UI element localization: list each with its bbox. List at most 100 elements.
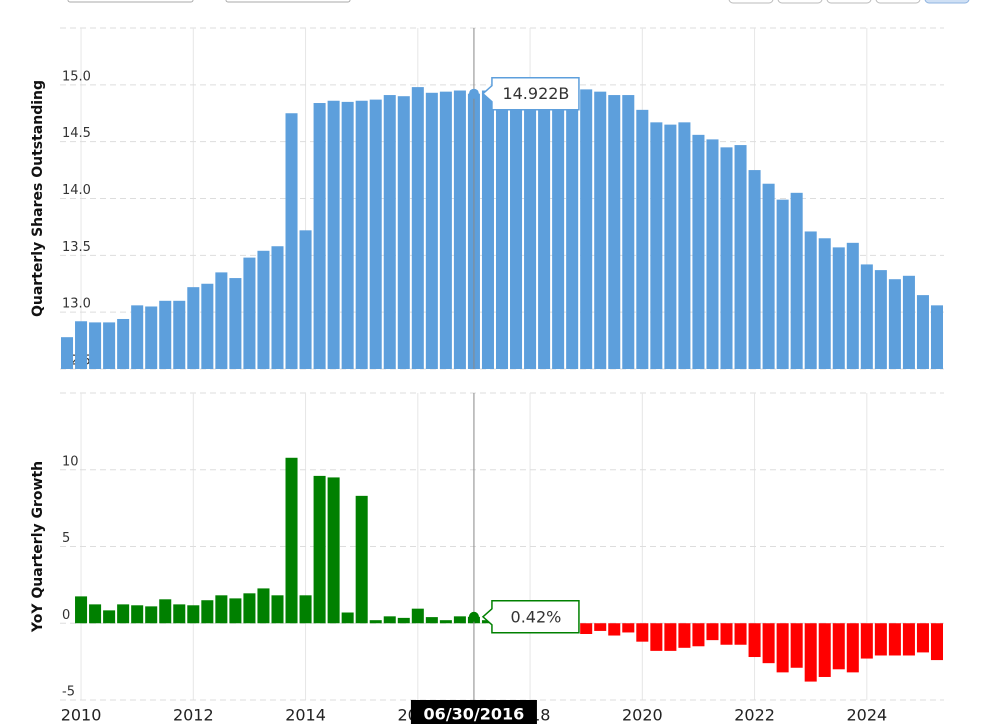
bar [846,623,859,673]
bar [257,588,270,624]
bar [425,617,438,624]
x-tick-label: 2024 [846,706,887,724]
bar [243,257,256,369]
bar [804,623,817,682]
bar [552,89,565,369]
bar [89,322,102,369]
bar [916,623,929,653]
button[interactable] [826,0,872,4]
bar [762,183,775,369]
bar [664,623,677,651]
button[interactable] [875,0,921,4]
bar [930,623,943,661]
bar [594,623,607,631]
tooltip: 14.922B [481,76,580,111]
bar [495,90,509,370]
bar [355,495,368,624]
bar [538,88,551,369]
bar [790,192,803,369]
bar [103,610,116,624]
bar [874,623,887,656]
bar [762,623,775,664]
bar [790,623,803,668]
y-tick-label: 15.0 [62,69,91,84]
bar [271,246,284,369]
date-label: 06/30/2016 [424,705,525,724]
y-axis-title: Quarterly Shares Outstanding [30,80,46,317]
bar [145,306,158,369]
bar [201,283,214,369]
bar [327,100,340,369]
bar [832,623,845,670]
button[interactable] [728,0,774,4]
bar [145,606,158,624]
bar [173,300,186,369]
bar [692,134,705,369]
bar [411,87,424,370]
y-tick-label: 0 [62,608,70,623]
bar [608,623,621,636]
bar [636,109,649,369]
bar [299,595,312,624]
bar [594,91,607,370]
hover-dot [468,88,479,99]
bar [313,475,326,624]
bar [636,623,649,642]
bar [75,596,88,624]
bar [201,600,214,624]
bar [341,612,354,624]
bar [369,99,382,370]
bar [888,279,901,369]
bar [692,623,705,647]
y-tick-label: 13.5 [62,240,91,255]
x-tick-label: 2014 [285,706,326,724]
input-box[interactable] [67,0,194,3]
bar [61,337,74,369]
y-tick-label: 14.0 [62,183,91,198]
button[interactable] [777,0,823,4]
bar [580,623,593,634]
bar [804,231,817,369]
bar [327,477,340,624]
bar [383,616,396,624]
bar [103,322,116,369]
bar [510,89,523,369]
bar [580,89,593,369]
bar [285,113,298,369]
bar [916,295,929,369]
bar [622,95,635,370]
bar [117,318,130,369]
bar [439,91,452,370]
bar [187,605,200,624]
bar [425,92,438,369]
bar [411,608,424,624]
y-tick-label: 13.0 [62,297,91,312]
bar [453,90,466,370]
y-tick-label: 5 [62,531,70,546]
bar [341,101,354,369]
bar [75,321,88,369]
bar [678,122,691,370]
tooltip: 0.42% [481,600,580,634]
bar [369,620,382,624]
bar [818,623,831,677]
bar [117,604,130,624]
bar [706,623,719,641]
button[interactable] [924,0,970,4]
bar [622,623,635,633]
input-box[interactable] [225,0,351,3]
bar [748,170,761,369]
bar [524,90,537,370]
bar [215,595,228,624]
y-tick-label: 10 [62,454,79,469]
bar [566,88,579,369]
bar [734,145,747,369]
bar [439,620,452,624]
bar [131,605,144,624]
bar [481,90,494,370]
y-axis-title: YoY Quarterly Growth [30,461,46,633]
bar [131,305,144,369]
bar [285,457,298,624]
tooltip-text: 0.42% [511,607,562,626]
